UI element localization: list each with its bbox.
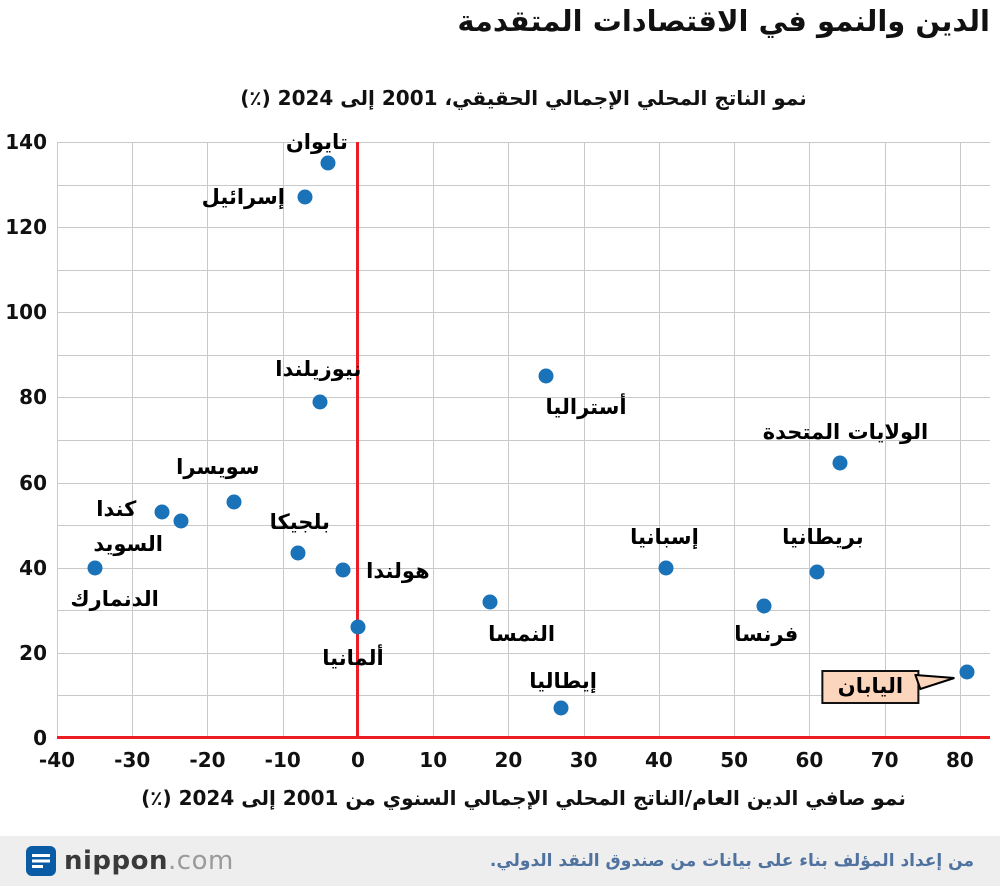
x-tick-label: 60 — [795, 748, 824, 772]
y-tick-label: 20 — [19, 640, 47, 665]
plot-area: -40 -30 -20 -10 0 10 20 30 40 50 60 70 80 0 20 40 60 80 10… — [5, 130, 990, 772]
country-label: ألمانيا — [322, 646, 384, 671]
y-tick-label: 60 — [19, 470, 47, 495]
gridline-horizontal — [57, 142, 990, 143]
data-point — [87, 560, 103, 576]
data-point — [553, 700, 569, 716]
y-tick-label: 80 — [19, 385, 47, 410]
gridline-horizontal — [57, 482, 990, 484]
country-label: نيوزيلندا — [275, 356, 362, 381]
x-axis-title: نمو صافي الدين العام/الناتج المحلي الإجم… — [141, 786, 906, 810]
y-tick-label: 0 — [33, 726, 47, 750]
country-label: كندا — [96, 497, 137, 522]
data-point — [226, 494, 242, 510]
x-tick-label: 40 — [645, 748, 673, 772]
country-label: اليابان — [837, 674, 904, 698]
source-text: من إعداد المؤلف بناء على بيانات من صندوق… — [489, 851, 974, 871]
callout-pointer-icon — [914, 673, 955, 691]
chart-title: الدين والنمو في الاقتصادات المتقدمة — [457, 4, 990, 38]
data-point — [832, 455, 848, 471]
gridline-horizontal — [57, 227, 990, 229]
x-tick-label: 70 — [870, 748, 899, 772]
country-label: إسبانيا — [630, 524, 699, 549]
x-tick-label: -20 — [189, 748, 226, 772]
country-label: هولندا — [366, 558, 430, 583]
footer: nippon.com من إعداد المؤلف بناء على بيان… — [0, 836, 1000, 886]
x-tick-label: 0 — [350, 748, 365, 772]
x-tick-label: 30 — [569, 748, 598, 772]
nippon-logo-icon — [26, 846, 56, 876]
data-point — [335, 562, 351, 578]
country-callout: اليابان — [821, 670, 955, 704]
country-label: السويد — [93, 531, 163, 556]
country-label: تايوان — [285, 130, 348, 155]
data-point — [154, 504, 170, 520]
data-point — [538, 368, 554, 384]
country-label: سويسرا — [176, 454, 260, 479]
gridline-horizontal — [57, 269, 990, 271]
x-tick-label: -30 — [114, 748, 151, 772]
country-label: بلجيكا — [269, 509, 330, 534]
gridline-horizontal — [57, 184, 990, 186]
country-label: أستراليا — [545, 395, 627, 420]
x-tick-label: 20 — [494, 748, 523, 772]
country-label: الدنمارك — [70, 586, 159, 611]
zero-axis-line — [356, 142, 360, 738]
gridline-horizontal — [57, 397, 990, 399]
gridline-horizontal — [57, 312, 990, 314]
gridline-horizontal — [57, 354, 990, 356]
gridline-horizontal — [57, 525, 990, 527]
gridline-horizontal — [57, 567, 990, 569]
gridline-horizontal — [57, 652, 990, 654]
data-point — [756, 598, 772, 614]
data-point — [482, 594, 498, 610]
logo-suffix: .com — [168, 846, 234, 876]
y-tick-label: 120 — [5, 215, 47, 240]
gridline-horizontal — [57, 440, 990, 441]
y-tick-label: 40 — [19, 555, 47, 580]
data-point — [959, 664, 975, 680]
gridline-horizontal — [57, 695, 990, 697]
x-tick-label: -10 — [264, 748, 301, 772]
country-label: الولايات المتحدة — [762, 420, 929, 445]
y-axis-title: نمو الناتج المحلي الإجمالي الحقيقي، 2001… — [240, 86, 807, 110]
country-label: بريطانيا — [782, 524, 864, 549]
y-tick-label: 100 — [5, 300, 47, 325]
data-point — [173, 513, 189, 529]
data-point — [312, 394, 328, 410]
data-point — [290, 545, 306, 561]
nippon-logo: nippon.com — [26, 846, 234, 876]
data-point — [297, 189, 313, 205]
x-tick-label: 50 — [720, 748, 749, 772]
logo-name: nippon — [64, 846, 169, 876]
x-tick-label: -40 — [38, 748, 76, 772]
gridline-horizontal — [57, 610, 990, 612]
x-tick-label: 80 — [945, 748, 974, 772]
country-label: النمسا — [488, 621, 556, 646]
country-label: إسرائيل — [201, 185, 285, 210]
logo-text: nippon.com — [64, 846, 234, 876]
data-point — [320, 155, 336, 171]
x-tick-label: 10 — [419, 748, 448, 772]
country-label: إيطاليا — [529, 669, 597, 694]
country-label: فرنسا — [734, 622, 799, 647]
data-point — [658, 560, 674, 576]
x-axis-baseline — [57, 736, 990, 739]
data-point — [350, 619, 366, 635]
data-point — [809, 564, 825, 580]
y-tick-label: 140 — [5, 130, 47, 154]
